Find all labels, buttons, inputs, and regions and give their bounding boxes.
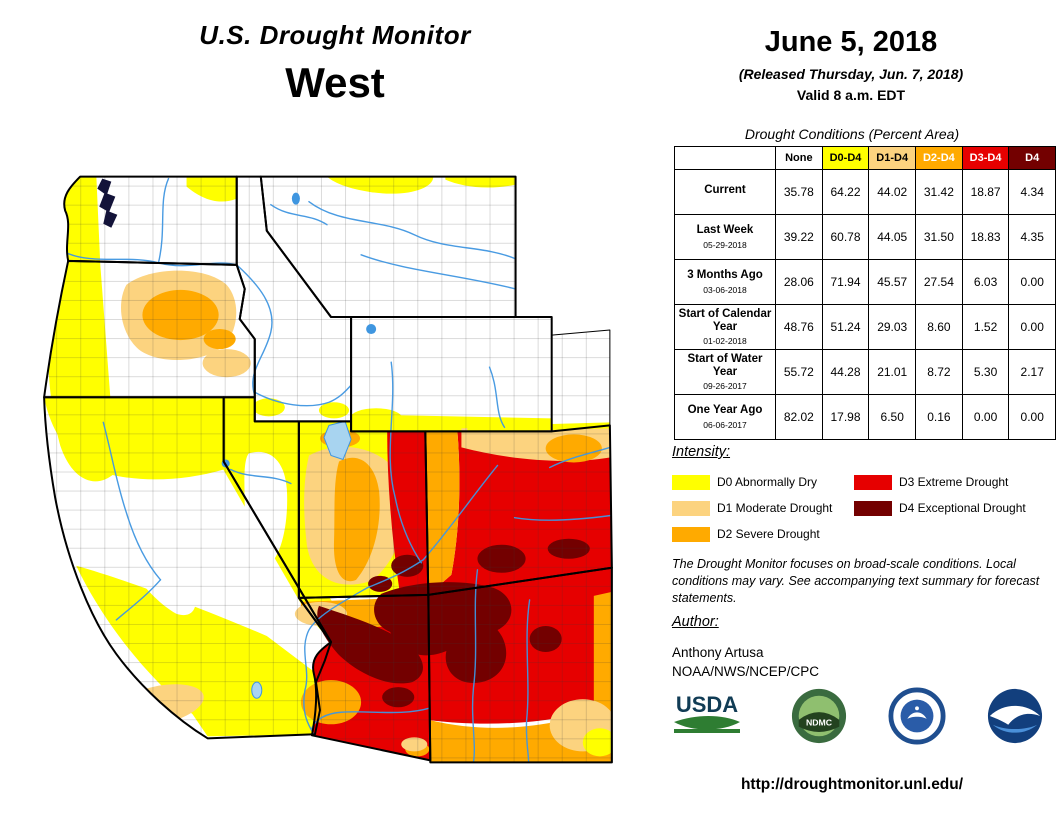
drought-map-svg — [43, 175, 613, 764]
author-block: Author: Anthony Artusa NOAA/NWS/NCEP/CPC — [672, 614, 1044, 679]
table-cell: 0.00 — [1008, 394, 1056, 440]
commerce-seal-logo — [888, 687, 946, 745]
table-cell: 28.06 — [774, 259, 823, 305]
drought-map — [8, 166, 650, 784]
table-cell: 39.22 — [774, 214, 823, 260]
table-cell: 60.78 — [821, 214, 870, 260]
table-cell: 18.87 — [961, 169, 1010, 215]
table-cell: 0.16 — [915, 394, 963, 440]
valid-time: Valid 8 a.m. EDT — [796, 87, 906, 103]
droughtmonitor-url[interactable]: http://droughtmonitor.unl.edu/ — [740, 776, 964, 793]
title-block: U.S. Drought Monitor West — [135, 20, 535, 107]
svg-text:NDMC: NDMC — [806, 718, 833, 728]
row-label: Last Week 05-29-2018 — [674, 214, 776, 260]
d2-swatch — [672, 526, 710, 542]
noaa-logo — [987, 688, 1043, 744]
table-cell: 44.05 — [868, 214, 917, 260]
svg-text:USDA: USDA — [676, 692, 738, 717]
table-cell: 0.00 — [961, 394, 1010, 440]
row-label: One Year Ago 06-06-2017 — [674, 394, 776, 440]
report-date: June 5, 2018 — [764, 26, 938, 58]
table-row: 3 Months Ago 03-06-2018 28.06 71.94 45.5… — [674, 259, 1056, 305]
agency-logos: USDA NDMC — [664, 686, 1044, 746]
drought-conditions-table: None D0-D4 D1-D4 D2-D4 D3-D4 D4 Current … — [674, 146, 1056, 440]
disclaimer-text: The Drought Monitor focuses on broad-sca… — [672, 557, 1040, 605]
table-cell: 82.02 — [774, 394, 823, 440]
d4-swatch — [854, 500, 892, 516]
table-cell: 31.42 — [915, 169, 963, 215]
table-cell: 6.03 — [961, 259, 1010, 305]
table-cell: 64.22 — [821, 169, 870, 215]
salton-sea — [251, 681, 263, 699]
legend-item-d0: D0 Abnormally Dry — [672, 469, 854, 495]
row-label: Current — [674, 169, 776, 215]
table-cell: 35.78 — [774, 169, 823, 215]
table-cell: 21.01 — [868, 349, 917, 395]
table-cell: 8.72 — [915, 349, 963, 395]
table-caption: Drought Conditions (Percent Area) — [744, 126, 960, 142]
table-cell: 6.50 — [868, 394, 917, 440]
col-header-d3-d4: D3-D4 — [961, 146, 1010, 170]
author-heading: Author: — [672, 614, 719, 630]
d1-swatch — [672, 500, 710, 516]
table-cell: 0.00 — [1008, 304, 1056, 350]
table-cell: 18.83 — [961, 214, 1010, 260]
table-cell: 44.28 — [821, 349, 870, 395]
d0-swatch — [672, 474, 710, 490]
flathead-lake — [291, 192, 300, 205]
usda-logo: USDA — [674, 692, 740, 733]
table-cell: 17.98 — [821, 394, 870, 440]
row-label: Start of Water Year 09-26-2017 — [674, 349, 776, 395]
col-header-d0-d4: D0-D4 — [821, 146, 870, 170]
row-label: Start of Calendar Year 01-02-2018 — [674, 304, 776, 350]
corner-cell — [674, 146, 776, 170]
table-cell: 4.35 — [1008, 214, 1056, 260]
table-row: Start of Calendar Year 01-02-2018 48.76 … — [674, 304, 1056, 350]
table-cell: 55.72 — [774, 349, 823, 395]
row-label: 3 Months Ago 03-06-2018 — [674, 259, 776, 305]
col-header-d1-d4: D1-D4 — [868, 146, 917, 170]
table-row: Current 35.78 64.22 44.02 31.42 18.87 4.… — [674, 169, 1056, 215]
page-title: U.S. Drought Monitor — [199, 20, 471, 50]
ndmc-logo: NDMC — [791, 688, 847, 744]
author-name: Anthony Artusa — [672, 645, 764, 660]
table-cell: 4.34 — [1008, 169, 1056, 215]
lakes — [97, 178, 377, 699]
table-cell: 45.57 — [868, 259, 917, 305]
intensity-legend: Intensity: D0 Abnormally Dry D1 Moderate… — [672, 444, 1044, 547]
legend-title: Intensity: — [672, 444, 731, 460]
yellowstone-lake — [366, 324, 377, 335]
table-cell: 1.52 — [961, 304, 1010, 350]
legend-item-d3: D3 Extreme Drought — [854, 469, 1044, 495]
table-cell: 48.76 — [774, 304, 823, 350]
puget-sound — [97, 178, 118, 228]
col-header-d2-d4: D2-D4 — [915, 146, 963, 170]
table-cell: 5.30 — [961, 349, 1010, 395]
legend-item-d4: D4 Exceptional Drought — [854, 495, 1044, 521]
table-cell: 0.00 — [1008, 259, 1056, 305]
table-row: One Year Ago 06-06-2017 82.02 17.98 6.50… — [674, 394, 1056, 440]
table-cell: 51.24 — [821, 304, 870, 350]
col-header-none: None — [774, 146, 823, 170]
table-cell: 31.50 — [915, 214, 963, 260]
table-cell: 27.54 — [915, 259, 963, 305]
legend-grid: D0 Abnormally Dry D1 Moderate Drought D2… — [672, 469, 1044, 547]
date-block: June 5, 2018 (Released Thursday, Jun. 7,… — [655, 26, 1047, 103]
table-header-row: None D0-D4 D1-D4 D2-D4 D3-D4 D4 — [674, 146, 1056, 170]
table-row: Last Week 05-29-2018 39.22 60.78 44.05 3… — [674, 214, 1056, 260]
legend-item-d1: D1 Moderate Drought — [672, 495, 854, 521]
table-cell: 44.02 — [868, 169, 917, 215]
d3-swatch — [854, 474, 892, 490]
table-cell: 71.94 — [821, 259, 870, 305]
col-header-d4: D4 — [1008, 146, 1056, 170]
released-date: (Released Thursday, Jun. 7, 2018) — [738, 66, 964, 82]
table-cell: 29.03 — [868, 304, 917, 350]
table-cell: 8.60 — [915, 304, 963, 350]
table-cell: 2.17 — [1008, 349, 1056, 395]
region-title: West — [285, 59, 385, 106]
legend-item-d2: D2 Severe Drought — [672, 521, 854, 547]
author-org: NOAA/NWS/NCEP/CPC — [672, 664, 820, 679]
table-row: Start of Water Year 09-26-2017 55.72 44.… — [674, 349, 1056, 395]
